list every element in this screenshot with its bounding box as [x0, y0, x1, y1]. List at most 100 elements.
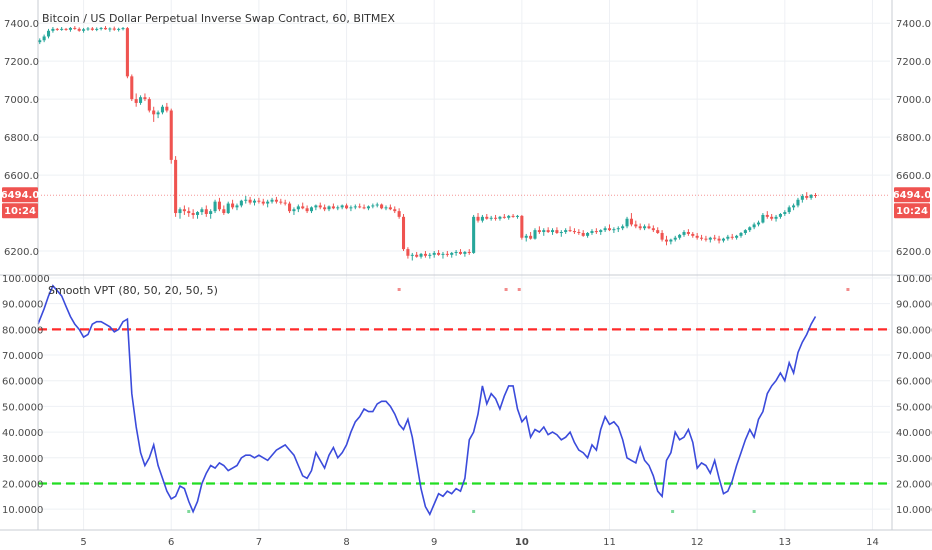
- price-pane: [38, 26, 890, 261]
- x-tick-label: 7: [256, 537, 262, 548]
- candle-body: [537, 230, 541, 233]
- candle-body: [489, 217, 493, 219]
- price-tick-label-left: 7000.0: [4, 95, 39, 106]
- candle-body: [375, 204, 379, 206]
- candle-body: [235, 205, 239, 208]
- candle-body: [51, 28, 55, 31]
- indicator-title: Smooth VPT (80, 50, 20, 50, 5): [48, 284, 218, 297]
- candle-body: [314, 205, 318, 208]
- candle-body: [586, 232, 590, 236]
- candle-body: [748, 227, 752, 231]
- x-tick-label: 6: [168, 537, 174, 548]
- candle-body: [678, 234, 682, 238]
- candle-body: [200, 209, 204, 213]
- price-tick-label-left: 6800.0: [4, 133, 39, 144]
- indicator-tick-label-left: 60.0000: [2, 377, 43, 388]
- candle-body: [68, 27, 72, 30]
- candle-body: [209, 211, 213, 214]
- candle-body: [752, 224, 756, 228]
- candle-body: [616, 228, 620, 230]
- candle-body: [428, 254, 432, 256]
- candle-body: [139, 97, 143, 103]
- x-tick-label: 9: [431, 537, 437, 548]
- candle-body: [686, 232, 690, 234]
- candle-body: [60, 28, 64, 30]
- price-tick-label-left: 6200.0: [4, 247, 39, 258]
- candle-body: [494, 217, 498, 219]
- candle-body: [388, 207, 392, 210]
- candle-body: [401, 216, 406, 250]
- indicator-tick-label-right: 80.0000: [896, 325, 932, 336]
- candle-body: [77, 28, 81, 31]
- candle-body: [323, 207, 327, 210]
- candle-body: [809, 195, 813, 198]
- candle-body: [533, 230, 537, 239]
- candle-body: [55, 28, 59, 30]
- candle-body: [279, 201, 283, 203]
- candle-body: [721, 238, 725, 241]
- candle-body: [90, 28, 94, 30]
- candle-body: [437, 252, 441, 255]
- candle-body: [274, 199, 278, 202]
- candle-body: [713, 237, 717, 239]
- candle-body: [550, 230, 555, 233]
- candle-body: [796, 199, 800, 206]
- candle-body: [384, 207, 388, 209]
- indicator-tick-label-left: 90.0000: [2, 300, 43, 311]
- candle-body: [660, 232, 664, 240]
- candle-body: [590, 231, 594, 233]
- candle-body: [559, 232, 563, 234]
- sell-signal-marker: [517, 288, 521, 291]
- candle-body: [156, 112, 160, 115]
- candle-body: [778, 213, 782, 217]
- candle-body: [134, 99, 138, 103]
- candle-body: [415, 254, 419, 257]
- candle-body: [292, 209, 296, 212]
- smooth-vpt-line: [37, 284, 817, 517]
- candle-body: [625, 218, 629, 227]
- candle-body: [393, 209, 397, 212]
- chart-title: Bitcoin / US Dollar Perpetual Inverse Sw…: [42, 12, 395, 25]
- candle-body: [99, 27, 103, 29]
- indicator-tick-label-right: 40.0000: [896, 428, 932, 439]
- candle-body: [467, 251, 471, 253]
- countdown-text: 10:24: [4, 206, 36, 217]
- candle-body: [564, 230, 568, 233]
- x-tick-label: 12: [691, 537, 704, 548]
- countdown-text: 10:24: [896, 206, 928, 217]
- candle-body: [288, 203, 292, 212]
- candle-body: [577, 232, 581, 234]
- candle-body: [178, 209, 182, 214]
- candle-body: [397, 211, 401, 217]
- candle-body: [454, 251, 458, 253]
- candle-body: [73, 27, 77, 29]
- candle-body: [244, 199, 248, 201]
- indicator-tick-label-right: 10.0000: [896, 505, 932, 516]
- x-tick-label: 14: [866, 537, 879, 548]
- candle-body: [174, 159, 178, 214]
- buy-signal-marker: [671, 510, 675, 513]
- candle-body: [432, 252, 436, 255]
- sell-signal-marker: [846, 288, 850, 291]
- buy-signal-marker: [752, 510, 756, 513]
- candle-body: [542, 230, 546, 233]
- candle-body: [765, 214, 769, 217]
- candle-body: [599, 230, 603, 233]
- indicator-tick-label-right: 70.0000: [896, 351, 932, 362]
- indicator-tick-label-left: 70.0000: [2, 351, 43, 362]
- candle-body: [419, 253, 423, 257]
- candle-body: [217, 201, 221, 210]
- candle-body: [222, 209, 226, 214]
- candle-body: [621, 226, 625, 229]
- candle-body: [629, 218, 633, 225]
- indicator-tick-label-right: 30.0000: [896, 454, 932, 465]
- candle-body: [406, 249, 410, 256]
- candle-body: [130, 76, 134, 100]
- candle-body: [555, 230, 559, 233]
- candle-body: [152, 110, 156, 115]
- candle-body: [336, 207, 340, 209]
- candle-body: [86, 28, 90, 30]
- candle-body: [349, 207, 353, 209]
- candle-body: [108, 28, 112, 30]
